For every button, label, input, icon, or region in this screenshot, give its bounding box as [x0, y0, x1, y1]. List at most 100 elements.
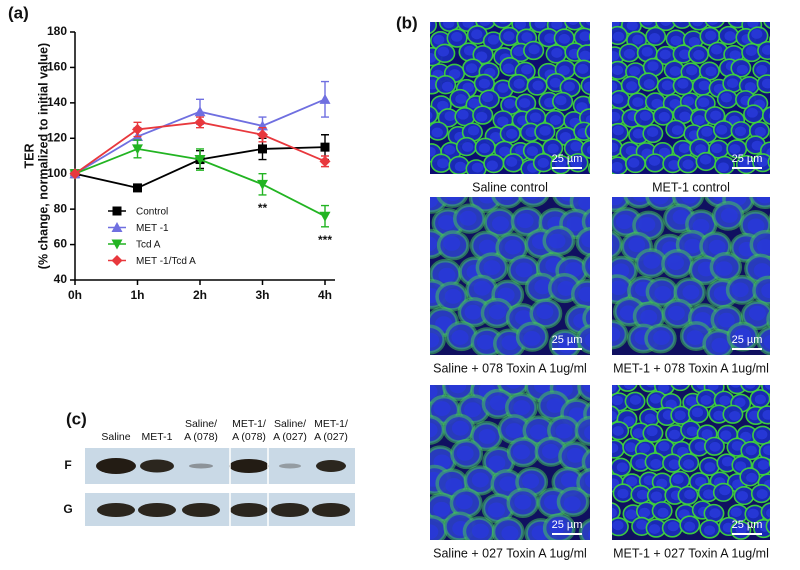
nucleus — [514, 22, 527, 30]
image-caption: MET-1 control — [652, 180, 730, 194]
nucleus — [612, 81, 618, 92]
nucleus — [653, 330, 670, 346]
nucleus — [768, 112, 770, 119]
nucleus — [523, 330, 541, 346]
nucleus — [612, 65, 624, 76]
nucleus — [686, 426, 698, 437]
y-axis-label: TER — [22, 144, 36, 169]
nucleus — [757, 460, 769, 470]
nucleus — [734, 461, 747, 472]
nucleus — [658, 441, 670, 452]
nucleus — [578, 286, 590, 302]
cell — [768, 213, 770, 225]
nucleus — [672, 474, 684, 485]
cell — [672, 22, 693, 29]
nucleus — [471, 523, 489, 539]
cell — [588, 162, 590, 174]
nucleus — [698, 97, 710, 108]
blot-band — [140, 459, 174, 473]
nucleus — [665, 399, 677, 410]
nucleus — [528, 44, 540, 55]
micrograph — [612, 22, 781, 174]
nucleus — [628, 157, 640, 168]
nucleus — [678, 143, 690, 154]
nucleus — [551, 22, 563, 30]
y-axis-sublabel: (% change, normalized to initial value) — [36, 43, 50, 269]
micrograph — [430, 197, 590, 355]
nucleus — [430, 146, 436, 157]
nucleus — [445, 197, 461, 202]
nucleus — [612, 31, 625, 42]
nucleus — [747, 218, 765, 234]
nucleus — [667, 521, 679, 532]
nucleus — [445, 477, 463, 493]
nucleus — [577, 63, 589, 74]
legend-marker — [111, 255, 123, 266]
nucleus — [646, 385, 657, 388]
nucleus — [548, 233, 566, 249]
nucleus — [585, 22, 590, 26]
significance-annotation: ** — [258, 201, 268, 215]
cell — [771, 394, 790, 412]
nucleus — [542, 443, 560, 459]
nucleus — [444, 111, 456, 122]
marker — [319, 155, 331, 167]
nucleus — [679, 49, 691, 60]
y-tick-label: 140 — [47, 95, 67, 109]
nucleus — [660, 22, 672, 26]
nucleus — [560, 472, 578, 488]
nucleus — [735, 22, 742, 23]
marker — [194, 106, 206, 117]
nucleus — [612, 395, 623, 406]
blot-column-label: MET-1 — [142, 431, 173, 443]
cell — [756, 325, 770, 355]
cell — [576, 324, 590, 355]
cell — [670, 385, 691, 392]
nucleus — [513, 46, 525, 57]
nucleus — [764, 385, 770, 390]
nucleus — [715, 261, 733, 276]
nucleus — [534, 22, 546, 29]
nucleus — [612, 51, 620, 61]
blot-column-label: A (027) — [273, 431, 307, 443]
nucleus — [625, 442, 637, 453]
nucleus — [643, 254, 661, 269]
nucleus — [430, 197, 438, 208]
nucleus — [710, 110, 722, 121]
nucleus — [734, 328, 752, 343]
marker — [257, 179, 268, 190]
nucleus — [730, 385, 741, 388]
nucleus — [534, 385, 552, 394]
nucleus — [559, 132, 572, 142]
nucleus — [739, 159, 751, 170]
nucleus — [612, 125, 624, 136]
nucleus — [449, 385, 467, 394]
nucleus — [588, 529, 590, 540]
nucleus — [481, 92, 494, 103]
nucleus — [544, 33, 556, 44]
nucleus — [754, 126, 766, 137]
nucleus — [456, 445, 474, 461]
nucleus — [736, 64, 748, 75]
nucleus — [623, 385, 635, 390]
nucleus — [464, 402, 482, 418]
nucleus — [700, 395, 712, 405]
nucleus — [709, 508, 721, 519]
nucleus — [566, 447, 584, 463]
nucleus — [734, 397, 746, 408]
nucleus — [503, 98, 516, 109]
cell — [574, 415, 590, 446]
nucleus — [683, 459, 695, 469]
cell — [763, 22, 770, 29]
nucleus — [501, 525, 519, 540]
nucleus — [770, 156, 781, 166]
nucleus — [658, 111, 670, 122]
micrograph — [430, 385, 608, 540]
nucleus — [522, 473, 540, 489]
nucleus — [773, 396, 784, 406]
nucleus — [591, 455, 608, 470]
image-caption: MET-1 + 078 Toxin A 1ug/ml — [613, 361, 769, 375]
nucleus — [632, 97, 644, 108]
nucleus — [486, 160, 498, 171]
